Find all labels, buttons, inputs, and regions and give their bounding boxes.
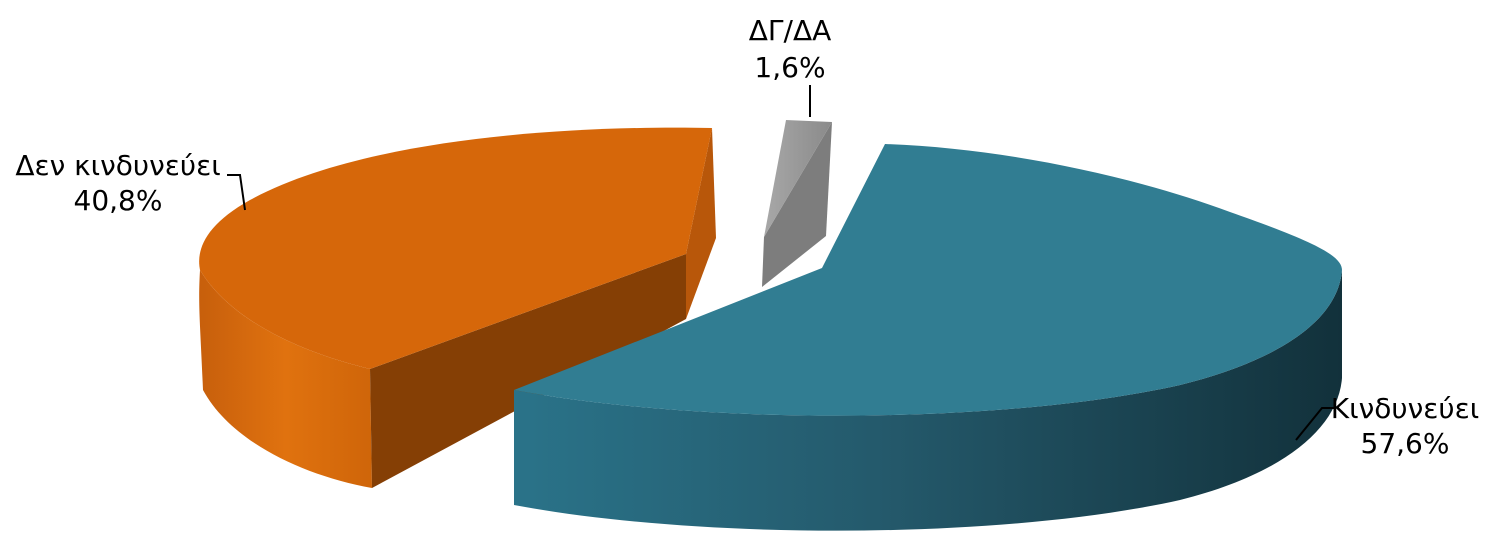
leader-line-kindyneuei [1295, 407, 1334, 441]
slice-den-kindyneuei [199, 127, 716, 488]
slice-dg-da-side [762, 122, 832, 287]
slice-dg-da [762, 120, 832, 287]
label-den-kindyneuei-value: 40,8% [74, 184, 163, 217]
slice-kindyneuei [514, 144, 1342, 531]
slice-den-kindyneuei-cut [370, 254, 686, 488]
slice-kindyneuei-top [514, 144, 1342, 416]
leader-line-den-kindyneuei [227, 174, 246, 211]
label-dg-da-name: ΔΓ/ΔΑ [749, 14, 832, 47]
slice-den-kindyneuei-back [686, 128, 716, 319]
label-dg-da-value: 1,6% [754, 51, 825, 84]
slice-den-kindyneuei-top [199, 127, 713, 370]
label-kindyneuei-value: 57,6% [1361, 427, 1450, 460]
label-kindyneuei-name: Κινδυνεύει [1331, 392, 1479, 425]
slice-kindyneuei-rim [514, 270, 1342, 531]
slice-den-kindyneuei-rim [199, 270, 372, 488]
label-den-kindyneuei-name: Δεν κινδυνεύει [15, 149, 220, 182]
slice-dg-da-top [764, 120, 832, 237]
